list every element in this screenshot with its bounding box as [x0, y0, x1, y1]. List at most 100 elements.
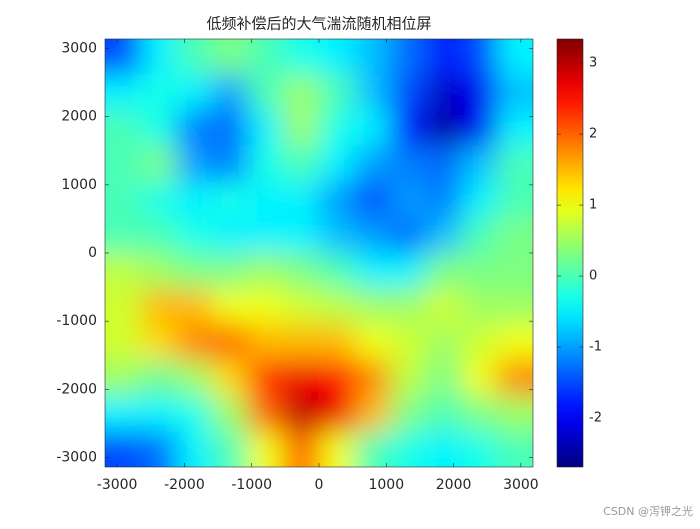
heatmap-cell — [247, 360, 284, 397]
heatmap-cell — [105, 253, 142, 290]
heatmap-cell — [354, 181, 391, 218]
heatmap-cell — [105, 146, 142, 183]
heatmap-cell — [390, 110, 427, 147]
heatmap-cell — [283, 74, 320, 111]
heatmap-cell — [140, 431, 177, 467]
heatmap-cell — [461, 110, 498, 147]
heatmap-cell — [354, 146, 391, 183]
colorbar-tick-label: -2 — [589, 411, 602, 426]
heatmap-cell — [212, 110, 249, 147]
heatmap-cell — [140, 288, 177, 325]
heatmap-cell — [140, 146, 177, 183]
heatmap-cell — [497, 360, 533, 397]
heatmap-cell — [319, 39, 356, 76]
heatmap-cell — [390, 253, 427, 290]
y-tick-label: 2000 — [61, 109, 97, 125]
heatmap-cell — [390, 146, 427, 183]
heatmap-cell — [319, 360, 356, 397]
heatmap-cell — [283, 360, 320, 397]
heatmap-cell — [319, 253, 356, 290]
heatmap-cell — [140, 324, 177, 361]
x-tick-label: 1000 — [368, 477, 404, 493]
heatmap-cell — [497, 181, 533, 218]
heatmap-cell — [176, 181, 213, 218]
heatmap-cell — [426, 181, 463, 218]
heatmap-cell — [176, 146, 213, 183]
heatmap-cell — [426, 431, 463, 467]
heatmap-cell — [354, 110, 391, 147]
heatmap-cell — [461, 431, 498, 467]
heatmap-cell — [247, 324, 284, 361]
heatmap-cell — [354, 324, 391, 361]
heatmap-cell — [176, 288, 213, 325]
heatmap-cell — [140, 253, 177, 290]
heatmap-cell — [140, 181, 177, 218]
heatmap-cell — [426, 39, 463, 76]
heatmap-cell — [390, 217, 427, 254]
heatmap-cell — [461, 146, 498, 183]
heatmap-cell — [390, 39, 427, 76]
heatmap-cell — [105, 74, 142, 111]
heatmap-cell — [497, 110, 533, 147]
heatmap-cell — [212, 395, 249, 432]
y-tick-label: 0 — [88, 245, 97, 261]
heatmap-cell — [461, 74, 498, 111]
heatmap-cell — [176, 431, 213, 467]
heatmap-cell — [140, 110, 177, 147]
heatmap-cell — [105, 360, 142, 397]
heatmap-cell — [461, 324, 498, 361]
y-tick-label: 1000 — [61, 177, 97, 193]
heatmap-cell — [247, 39, 284, 76]
heatmap-cell — [176, 74, 213, 111]
y-tick-label: -1000 — [56, 313, 97, 329]
heatmap-cell — [212, 39, 249, 76]
x-tick-label: 3000 — [503, 477, 539, 493]
heatmap-cell — [461, 181, 498, 218]
heatmap-cell — [390, 181, 427, 218]
heatmap-cell — [212, 431, 249, 467]
heatmap-cell — [176, 110, 213, 147]
colorbar-tick-label: 2 — [589, 127, 597, 142]
heatmap-cell — [319, 110, 356, 147]
heatmap-cell — [319, 288, 356, 325]
heatmap-cell — [105, 431, 142, 467]
heatmap-cell — [247, 288, 284, 325]
heatmap-cell — [283, 431, 320, 467]
heatmap-cell — [319, 146, 356, 183]
heatmap-cell — [354, 431, 391, 467]
heatmap-cell — [426, 110, 463, 147]
heatmap-cell — [390, 288, 427, 325]
heatmap-cell — [140, 395, 177, 432]
heatmap-cell — [176, 39, 213, 76]
heatmap-cell — [247, 146, 284, 183]
colorbar — [556, 38, 584, 468]
x-tick-label: 2000 — [436, 477, 472, 493]
heatmap-cell — [319, 181, 356, 218]
heatmap-cell — [390, 324, 427, 361]
heatmap-cell — [247, 181, 284, 218]
x-tick-label: -2000 — [164, 477, 205, 493]
heatmap-cell — [461, 217, 498, 254]
heatmap-cell — [247, 395, 284, 432]
heatmap-cell — [105, 110, 142, 147]
heatmap-cell — [212, 217, 249, 254]
heatmap-cell — [497, 74, 533, 111]
heatmap-cell — [247, 431, 284, 467]
heatmap-cell — [176, 324, 213, 361]
heatmap-cell — [497, 39, 533, 76]
heatmap-cell — [247, 74, 284, 111]
heatmap-cell — [497, 253, 533, 290]
colorbar-tick-label: 0 — [589, 269, 597, 284]
heatmap-cell — [426, 253, 463, 290]
heatmap-cell — [390, 360, 427, 397]
heatmap-cell — [176, 395, 213, 432]
heatmap-cell — [497, 288, 533, 325]
heatmap-cell — [426, 288, 463, 325]
heatmap-cell — [426, 74, 463, 111]
x-tick-label: 0 — [315, 477, 324, 493]
heatmap-cell — [390, 395, 427, 432]
heatmap-cell — [390, 431, 427, 467]
heatmap-cell — [461, 288, 498, 325]
heatmap-cell — [212, 146, 249, 183]
